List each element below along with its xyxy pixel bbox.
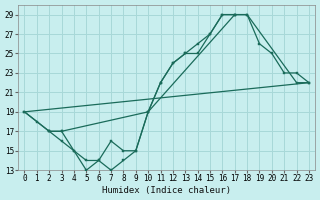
X-axis label: Humidex (Indice chaleur): Humidex (Indice chaleur)	[102, 186, 231, 195]
